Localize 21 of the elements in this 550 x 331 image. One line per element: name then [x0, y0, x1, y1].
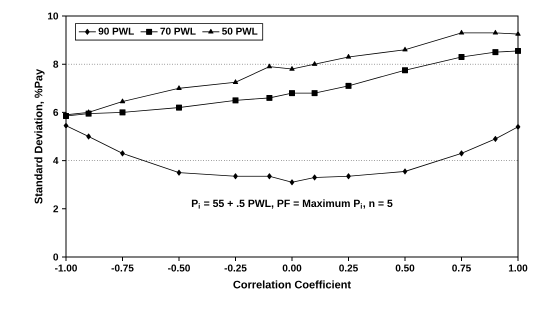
x-tick-label: 0.00 — [282, 264, 302, 272]
x-tick-label: 1.00 — [508, 264, 528, 272]
y-tick-label: 0 — [53, 253, 58, 261]
x-tick-label: 0.25 — [339, 264, 358, 272]
y-tick-label: 10 — [48, 12, 58, 20]
legend-label: 70 PWL — [160, 28, 196, 35]
x-tick-label: 0.75 — [452, 264, 471, 272]
y-axis-title: Standard Deviation, %Pay — [34, 68, 45, 204]
legend-label: 50 PWL — [222, 28, 258, 35]
x-tick-label: -0.50 — [168, 264, 190, 272]
x-axis-title: Correlation Coefficient — [233, 280, 351, 288]
x-tick-label: 0.50 — [396, 264, 414, 272]
x-tick-label: -0.75 — [112, 264, 134, 272]
x-tick-label: -0.25 — [224, 264, 247, 272]
y-tick-label: 6 — [53, 108, 58, 116]
annotation: P$_{i}$ = 55 + .5 PWL, PF = Maximum P$_{i}$, n = 5 — [192, 199, 392, 209]
y-tick-label: 4 — [53, 157, 58, 164]
x-tick-label: -1.00 — [55, 264, 77, 272]
y-tick-label: 8 — [53, 60, 58, 68]
legend-label: 90 PWL — [98, 28, 134, 35]
y-tick-label: 2 — [53, 205, 58, 212]
